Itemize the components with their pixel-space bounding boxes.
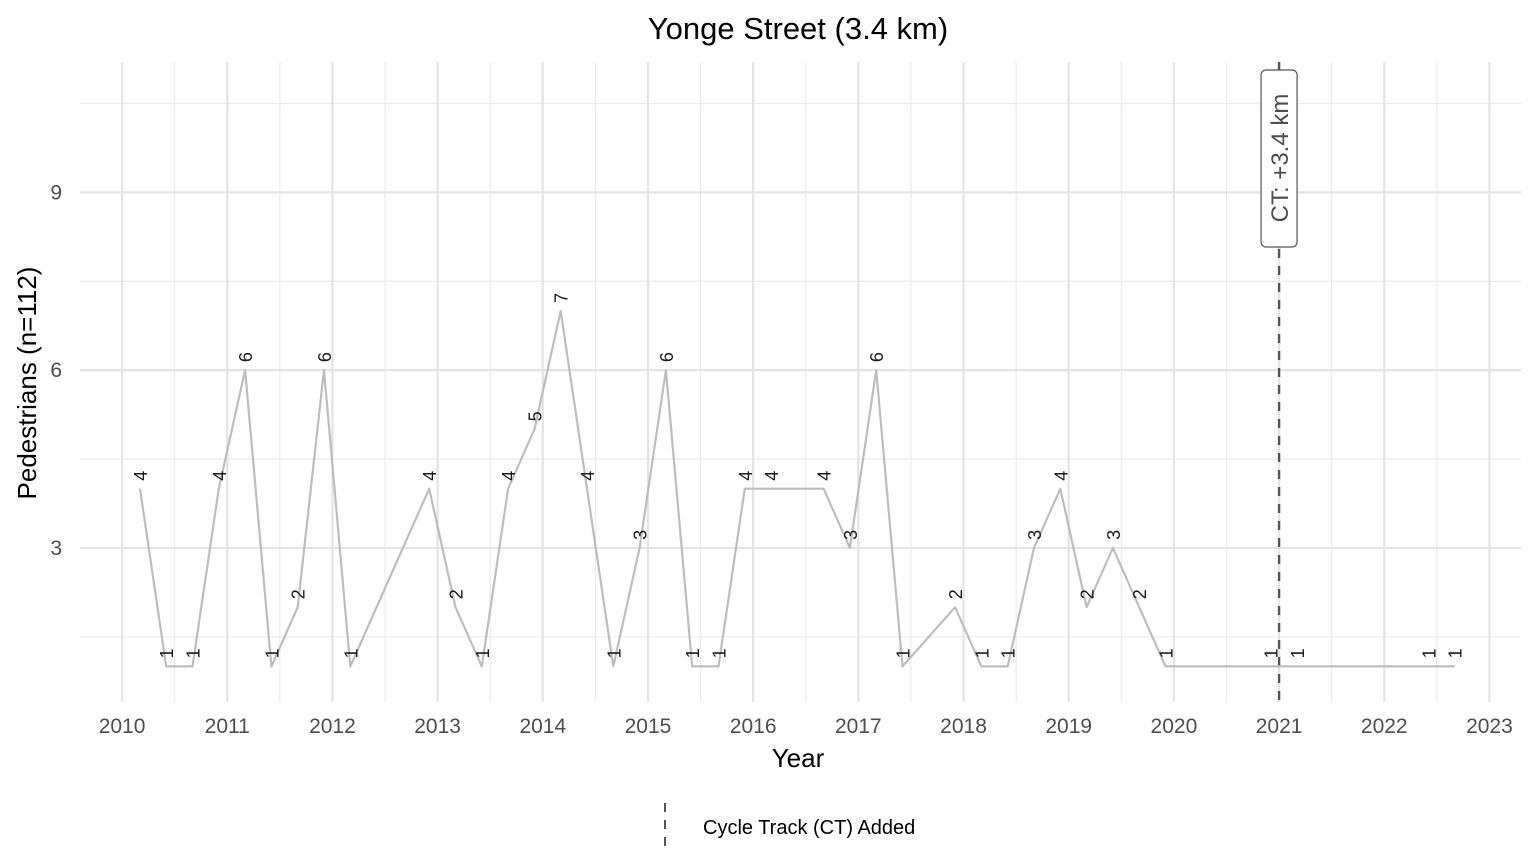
- x-tick-label: 2019: [1045, 715, 1092, 738]
- data-label: 4: [762, 471, 782, 481]
- data-label: 2: [289, 589, 309, 599]
- data-label: 2: [1078, 589, 1098, 599]
- x-tick-label: 2021: [1256, 715, 1303, 738]
- data-label: 7: [552, 293, 572, 303]
- data-label: 4: [131, 471, 151, 481]
- reference-line-label: CT: +3.4 km: [1267, 94, 1294, 223]
- x-tick-label: 2022: [1361, 715, 1408, 738]
- legend: Cycle Track (CT) Added: [664, 803, 915, 850]
- x-tick-label: 2016: [730, 715, 777, 738]
- x-tick-label: 2015: [625, 715, 672, 738]
- series-line: [138, 309, 1455, 668]
- data-label: 4: [1051, 471, 1071, 481]
- data-label: 1: [972, 648, 992, 658]
- data-label: 1: [262, 648, 282, 658]
- data-label: 3: [841, 530, 861, 540]
- data-label: 2: [447, 589, 467, 599]
- data-label: 4: [578, 471, 598, 481]
- data-label: 5: [525, 411, 545, 421]
- data-label: 1: [1262, 648, 1282, 658]
- x-tick-label: 2010: [99, 715, 146, 738]
- x-tick-label: 2017: [835, 715, 882, 738]
- data-label: 3: [631, 530, 651, 540]
- x-tick-label: 2018: [940, 715, 987, 738]
- data-label: 6: [657, 352, 677, 362]
- data-label: 1: [1288, 648, 1308, 658]
- y-tick-label: 3: [50, 537, 62, 560]
- data-label: 1: [184, 648, 204, 658]
- y-tick-label: 9: [50, 181, 62, 204]
- y-axis-title: Pedestrians (n=112): [12, 267, 42, 500]
- reference-line-group: CT: +3.4 km: [1260, 62, 1298, 702]
- tick-labels: 2010 2011 2012 2013 2014 2015 2016 2017 2018 2019…: [50, 181, 1512, 738]
- data-label: 4: [420, 471, 440, 481]
- data-label: 6: [236, 352, 256, 362]
- data-label: 6: [315, 352, 335, 362]
- data-label: 1: [604, 648, 624, 658]
- x-tick-label: 2020: [1151, 715, 1198, 738]
- data-label: 3: [1025, 530, 1045, 540]
- x-tick-label: 2023: [1466, 715, 1513, 738]
- grid: [80, 62, 1521, 702]
- data-label: 4: [210, 471, 230, 481]
- data-label: 4: [815, 471, 835, 481]
- data-label: 1: [157, 648, 177, 658]
- data-label: 2: [946, 589, 966, 599]
- data-label: 4: [736, 471, 756, 481]
- data-label: 1: [894, 648, 914, 658]
- data-label: 1: [341, 648, 361, 658]
- data-label: 1: [999, 648, 1019, 658]
- data-label: 2: [1130, 589, 1150, 599]
- x-tick-label: 2013: [414, 715, 461, 738]
- data-label: 3: [1104, 530, 1124, 540]
- data-label: 1: [1419, 648, 1439, 658]
- data-label: 6: [867, 352, 887, 362]
- data-label: 1: [473, 648, 493, 658]
- legend-label: Cycle Track (CT) Added: [703, 817, 915, 839]
- data-label: 1: [1446, 648, 1466, 658]
- data-label: 1: [683, 648, 703, 658]
- data-label: 1: [710, 648, 730, 658]
- x-tick-label: 2012: [309, 715, 356, 738]
- x-axis-title: Year: [772, 743, 825, 773]
- series: [138, 309, 1455, 668]
- data-label: 4: [499, 471, 519, 481]
- x-tick-label: 2011: [205, 715, 250, 738]
- y-tick-label: 6: [50, 359, 62, 382]
- chart-title: Yonge Street (3.4 km): [648, 11, 948, 46]
- reference-label-box: [1260, 69, 1298, 248]
- data-label: 1: [1157, 648, 1177, 658]
- x-tick-label: 2014: [519, 715, 566, 738]
